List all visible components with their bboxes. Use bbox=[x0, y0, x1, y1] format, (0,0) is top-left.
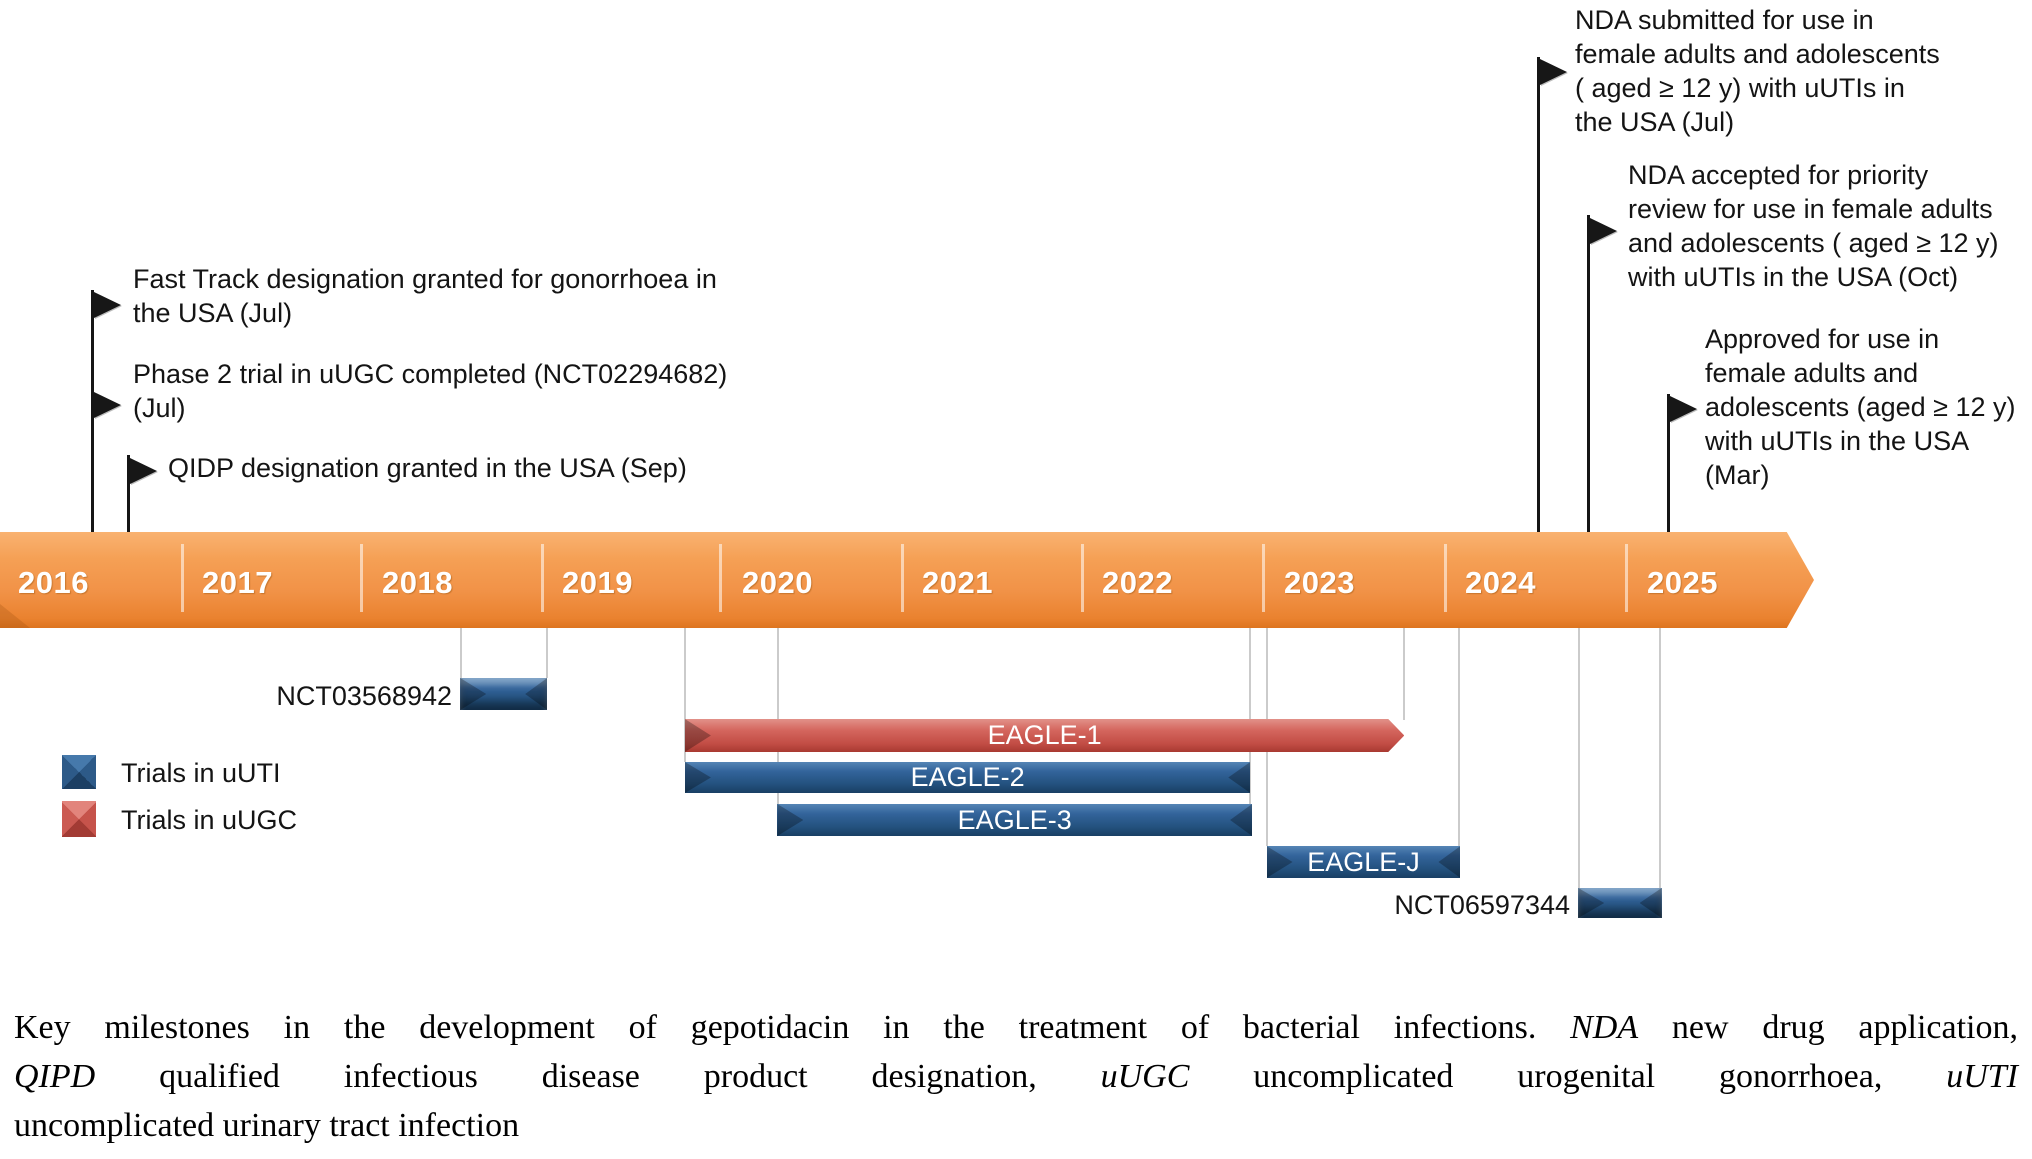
drop-line bbox=[1578, 628, 1580, 888]
flag-pole bbox=[1536, 57, 1540, 532]
figure-caption: Key milestones in the development of gep… bbox=[14, 1003, 2018, 1150]
drop-line bbox=[1403, 628, 1405, 720]
milestone-qidp: QIDP designation granted in the USA (Sep… bbox=[168, 451, 687, 485]
trial-bar-label: EAGLE-3 bbox=[957, 804, 1072, 835]
trial-bar-eagle-j: EAGLE-J bbox=[1266, 846, 1461, 878]
milestone-nda-accepted: NDA accepted for priority review for use… bbox=[1628, 158, 1999, 294]
milestone-line: Fast Track designation granted for gonor… bbox=[133, 264, 717, 294]
year-label: 2025 bbox=[1647, 565, 1718, 600]
milestone-line: Phase 2 trial in uUGC completed (NCT0229… bbox=[133, 359, 728, 389]
drop-line bbox=[1249, 628, 1251, 804]
bar-bevel-fold bbox=[525, 678, 548, 710]
drop-line bbox=[684, 628, 686, 762]
drop-line bbox=[546, 628, 548, 678]
year-label: 2016 bbox=[18, 565, 89, 600]
drop-line bbox=[460, 628, 462, 678]
milestone-line: with uUTIs in the USA (Oct) bbox=[1628, 262, 1959, 292]
milestone-line: the USA (Jul) bbox=[133, 298, 293, 328]
trial-bar-nct06597344 bbox=[1578, 888, 1662, 918]
milestone-approved: Approved for use in female adults and ad… bbox=[1705, 322, 2016, 492]
caption-line: Key milestones in the development of gep… bbox=[14, 1009, 2018, 1046]
trial-bar-label: EAGLE-2 bbox=[910, 762, 1025, 792]
year-tick bbox=[719, 544, 722, 612]
bar-bevel-fold bbox=[460, 678, 487, 710]
milestone-line: review for use in female adults bbox=[1628, 194, 1993, 224]
legend-swatch-uuti bbox=[62, 755, 96, 789]
milestone-line: NDA accepted for priority bbox=[1628, 160, 1929, 190]
trial-bar-eagle-3: EAGLE-3 bbox=[777, 804, 1253, 836]
year-tick bbox=[360, 544, 363, 612]
milestone-nda-submitted: NDA submitted for use in female adults a… bbox=[1575, 3, 1940, 139]
drop-line bbox=[777, 628, 779, 804]
milestone-line: the USA (Jul) bbox=[1575, 107, 1735, 137]
year-tick bbox=[1262, 544, 1265, 612]
flag-pole bbox=[1587, 215, 1591, 532]
flag-icon bbox=[1590, 218, 1618, 244]
year-tick bbox=[1081, 544, 1084, 612]
milestone-line: QIDP designation granted in the USA (Sep… bbox=[168, 453, 687, 483]
caption-line: QIPD qualified infectious disease produc… bbox=[14, 1058, 2018, 1095]
bar-bevel-fold bbox=[1578, 888, 1605, 918]
flag-icon bbox=[1670, 396, 1698, 422]
legend-swatch-uugc bbox=[62, 801, 96, 837]
trial-bar-nct03568942 bbox=[460, 678, 548, 710]
milestone-line: female adults and adolescents bbox=[1575, 39, 1940, 69]
milestone-phase2-uugc: Phase 2 trial in uUGC completed (NCT0229… bbox=[133, 357, 727, 425]
milestone-line: Approved for use in bbox=[1705, 324, 1940, 354]
milestone-line: (Mar) bbox=[1705, 460, 1770, 490]
drop-line bbox=[1659, 628, 1661, 888]
milestone-line: female adults and bbox=[1705, 358, 1919, 388]
milestone-line: (Jul) bbox=[133, 393, 186, 423]
timeline-corner-fold bbox=[0, 604, 30, 628]
year-tick bbox=[1625, 544, 1628, 612]
trial-bar-label: EAGLE-J bbox=[1307, 846, 1420, 877]
year-tick bbox=[541, 544, 544, 612]
bar-bevel-fold bbox=[1639, 888, 1662, 918]
legend-label-uugc: Trials in uUGC bbox=[121, 805, 298, 835]
year-tick bbox=[1444, 544, 1447, 612]
trial-bar-label: EAGLE-1 bbox=[987, 720, 1102, 750]
milestone-line: adolescents (aged ≥ 12 y) bbox=[1705, 392, 2016, 422]
year-label: 2024 bbox=[1465, 565, 1536, 600]
flag-icon bbox=[93, 292, 121, 318]
year-tick bbox=[901, 544, 904, 612]
drop-line bbox=[1458, 628, 1460, 846]
trial-bar-eagle-2: EAGLE-2 bbox=[684, 762, 1251, 793]
year-label: 2019 bbox=[562, 565, 633, 600]
year-label: 2020 bbox=[742, 565, 813, 600]
trial-bar-eagle-1: EAGLE-1 bbox=[685, 719, 1404, 752]
flag-icon bbox=[93, 392, 121, 418]
timeline-bar: 2016 2017 2018 2019 2020 2021 2022 2023 … bbox=[0, 532, 1814, 628]
milestone-line: and adolescents ( aged ≥ 12 y) bbox=[1628, 228, 1999, 258]
flag-icon bbox=[129, 458, 157, 484]
trial-label-nct06597344: NCT06597344 bbox=[1394, 890, 1570, 920]
flag-pole bbox=[1667, 394, 1671, 532]
milestone-fast-track: Fast Track designation granted for gonor… bbox=[133, 262, 717, 330]
milestone-line: ( aged ≥ 12 y) with uUTIs in bbox=[1575, 73, 1905, 103]
year-tick bbox=[181, 544, 184, 612]
year-label: 2022 bbox=[1102, 565, 1173, 600]
year-label: 2021 bbox=[922, 565, 993, 600]
flag-pole bbox=[126, 455, 130, 532]
milestone-line: with uUTIs in the USA bbox=[1705, 426, 1970, 456]
year-label: 2018 bbox=[382, 565, 453, 600]
flag-pole bbox=[90, 392, 94, 532]
flag-icon bbox=[1539, 59, 1567, 85]
trial-label-nct03568942: NCT03568942 bbox=[276, 681, 452, 711]
caption-line: uncomplicated urinary tract infection bbox=[14, 1107, 520, 1144]
milestone-line: NDA submitted for use in bbox=[1575, 5, 1874, 35]
year-label: 2017 bbox=[202, 565, 273, 600]
year-label: 2023 bbox=[1284, 565, 1355, 600]
legend-label-uuti: Trials in uUTI bbox=[121, 758, 281, 788]
